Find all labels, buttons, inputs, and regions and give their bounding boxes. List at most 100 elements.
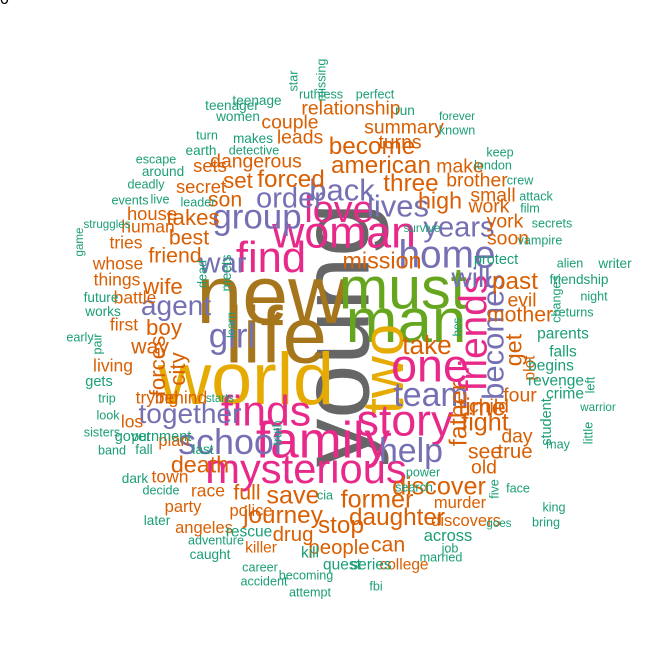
- word-discovers: discovers: [431, 511, 501, 530]
- word-film: film: [520, 201, 540, 216]
- word-full: full: [233, 480, 261, 505]
- word-relationship: relationship: [301, 97, 401, 120]
- word-band: band: [97, 443, 127, 458]
- word-brother: brother: [446, 169, 508, 192]
- word-agent: agent: [140, 289, 212, 321]
- word-five: five: [487, 479, 502, 499]
- word-human: human: [121, 216, 175, 237]
- word-known: known: [438, 123, 476, 138]
- word-perfect: perfect: [355, 87, 395, 102]
- word-work: work: [468, 195, 510, 218]
- word-finds: finds: [220, 387, 312, 436]
- word-decide: decide: [142, 483, 180, 498]
- word-past: past: [492, 267, 538, 295]
- word-deadly: deadly: [127, 177, 165, 192]
- word-drug: drug: [272, 523, 314, 546]
- word-face: face: [506, 481, 530, 496]
- word-look: look: [96, 408, 120, 423]
- word-cia: cia: [316, 488, 334, 503]
- word-former: former: [340, 485, 414, 514]
- word-bring: bring: [531, 515, 561, 530]
- word-20: 20: [0, 0, 9, 8]
- word-later: later: [143, 513, 171, 529]
- word-story: story: [356, 396, 454, 446]
- word-wife: wife: [143, 273, 183, 299]
- word-married: married: [419, 550, 463, 565]
- word-vampire: vampire: [517, 233, 563, 248]
- word-london: london: [474, 158, 512, 173]
- word-set: set: [223, 167, 253, 193]
- word-love: love: [304, 189, 374, 232]
- word-one: one: [391, 339, 469, 392]
- word-crime: crime: [546, 385, 584, 403]
- word-world: world: [157, 337, 335, 421]
- word-group: group: [212, 197, 302, 237]
- word-run: run: [395, 103, 415, 119]
- word-college: college: [379, 556, 429, 574]
- word-hes: hes: [451, 317, 465, 337]
- word-alien: alien: [556, 256, 584, 271]
- word-make: make: [436, 155, 484, 178]
- word-teenager: teenager: [205, 98, 259, 114]
- word-goes: goes: [486, 517, 512, 531]
- word-first: first: [109, 314, 139, 335]
- word-revenge: revenge: [527, 372, 585, 390]
- word-family: family: [255, 410, 391, 469]
- word-learn: learn: [225, 312, 239, 338]
- word-four: four: [503, 384, 537, 407]
- word-dangerous: dangerous: [210, 150, 302, 173]
- word-become: become: [328, 132, 416, 160]
- word-early: early: [66, 330, 94, 345]
- word-see: see: [467, 439, 503, 464]
- word-leader: leader: [180, 195, 216, 210]
- word-pair: pair: [90, 333, 105, 355]
- word-fight: fight: [461, 408, 509, 437]
- word-way: way: [131, 334, 169, 359]
- word-stop: stop: [318, 511, 364, 539]
- word-truth: truth: [270, 420, 285, 446]
- word-ruthless: ruthless: [298, 87, 344, 102]
- word-attack: attack: [519, 189, 553, 204]
- word-works: works: [85, 304, 121, 320]
- word-may: may: [546, 437, 570, 452]
- word-caught: caught: [189, 547, 231, 563]
- word-writer: writer: [598, 256, 632, 272]
- word-home: home: [398, 233, 496, 277]
- word-earth: earth: [185, 143, 217, 159]
- word-mission: mission: [342, 247, 422, 274]
- word-parents: parents: [537, 325, 589, 343]
- word-old: old: [471, 456, 497, 479]
- word-can: can: [370, 532, 406, 557]
- word-fbi: fbi: [369, 579, 383, 594]
- word-sisters: sisters: [83, 425, 121, 440]
- word-trying: trying: [135, 387, 179, 408]
- word-plan: plan: [158, 431, 190, 450]
- word-together: together: [138, 397, 242, 429]
- word-game: game: [73, 227, 87, 257]
- word-around: around: [141, 164, 185, 180]
- word-series: series: [350, 556, 392, 574]
- word-couple: couple: [261, 111, 319, 134]
- word-find: find: [235, 234, 307, 283]
- word-career: career: [242, 560, 278, 575]
- word-new: new: [196, 248, 348, 341]
- word-city: city: [164, 352, 190, 386]
- word-forced: forced: [257, 165, 325, 193]
- word-meets: meets: [219, 254, 235, 292]
- word-gets: gets: [85, 373, 113, 390]
- word-war: war: [199, 247, 247, 280]
- word-los: los: [120, 411, 144, 432]
- word-murder: murder: [433, 493, 487, 512]
- word-take: take: [402, 329, 452, 360]
- word-star: star: [286, 70, 301, 92]
- word-house: house: [126, 202, 178, 224]
- word-lives: lives: [366, 188, 430, 224]
- word-detective: detective: [228, 143, 280, 158]
- word-keep: keep: [486, 145, 514, 160]
- word-soon: soon: [486, 227, 530, 250]
- word-job: job: [441, 541, 459, 556]
- word-help: help: [378, 432, 444, 471]
- word-rescue: rescue: [225, 523, 273, 541]
- word-leads: leads: [276, 126, 324, 149]
- word-mother: mother: [486, 302, 554, 327]
